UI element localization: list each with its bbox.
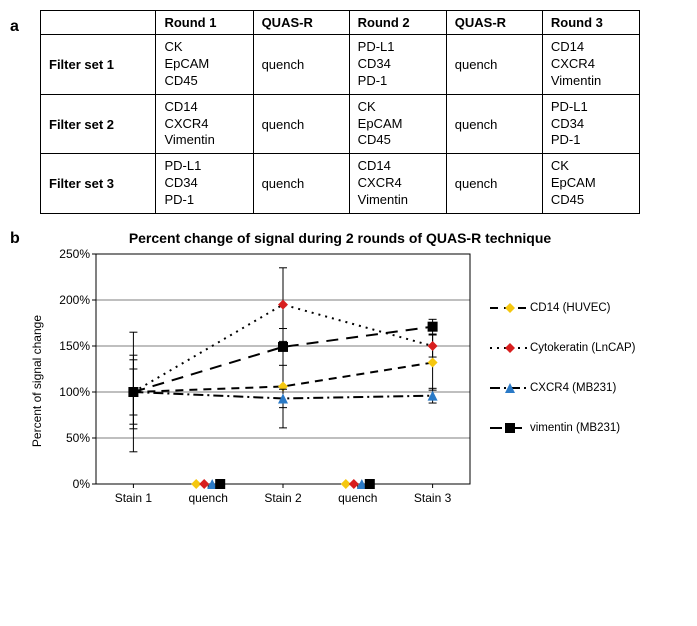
quasr-cell: quench (253, 35, 349, 95)
round3-cell: PD-L1CD34PD-1 (542, 94, 639, 154)
quasr-cell: quench (253, 94, 349, 154)
quasr-cell: quench (446, 154, 542, 214)
col-header: Round 2 (349, 11, 446, 35)
table-row: Filter set 1CKEpCAMCD45quenchPD-L1CD34PD… (41, 35, 640, 95)
round3-cell: CD14CXCR4Vimentin (542, 35, 639, 95)
svg-text:quench: quench (338, 491, 377, 505)
row-head: Filter set 3 (41, 154, 156, 214)
filter-table: Round 1QUAS-RRound 2QUAS-RRound 3 Filter… (40, 10, 640, 214)
round1-cell: CD14CXCR4Vimentin (156, 94, 253, 154)
svg-text:0%: 0% (73, 477, 91, 491)
legend-item: CD14 (HUVEC) (490, 301, 635, 315)
y-axis-label: Percent of signal change (30, 315, 44, 447)
round2-cell: CKEpCAMCD45 (349, 94, 446, 154)
line-chart: 0% 50% 100% 150% 200% 250% Stain 1 quench Stain … (48, 246, 478, 516)
round1-cell: PD-L1CD34PD-1 (156, 154, 253, 214)
quasr-cell: quench (446, 94, 542, 154)
panel-a-label: a (10, 18, 19, 36)
svg-text:Stain 2: Stain 2 (264, 491, 302, 505)
col-header: QUAS-R (253, 11, 349, 35)
round1-cell: CKEpCAMCD45 (156, 35, 253, 95)
legend-label: Cytokeratin (LnCAP) (530, 342, 635, 354)
col-header (41, 11, 156, 35)
legend-item: Cytokeratin (LnCAP) (490, 341, 635, 355)
row-head: Filter set 2 (41, 94, 156, 154)
table-row: Filter set 3PD-L1CD34PD-1quenchCD14CXCR4… (41, 154, 640, 214)
panel-b: b Percent change of signal during 2 roun… (10, 230, 687, 516)
col-header: QUAS-R (446, 11, 542, 35)
svg-text:Stain 3: Stain 3 (414, 491, 452, 505)
legend-label: CD14 (HUVEC) (530, 302, 611, 314)
svg-text:200%: 200% (59, 293, 90, 307)
col-header: Round 3 (542, 11, 639, 35)
quasr-cell: quench (446, 35, 542, 95)
round2-cell: CD14CXCR4Vimentin (349, 154, 446, 214)
quasr-cell: quench (253, 154, 349, 214)
legend-item: vimentin (MB231) (490, 421, 635, 435)
svg-text:50%: 50% (66, 431, 90, 445)
svg-text:150%: 150% (59, 339, 90, 353)
svg-text:100%: 100% (59, 385, 90, 399)
svg-text:250%: 250% (59, 247, 90, 261)
legend: CD14 (HUVEC) Cytokeratin (LnCAP) CXCR4 (MB… (490, 301, 635, 461)
legend-label: vimentin (MB231) (530, 422, 620, 434)
panel-a: a Round 1QUAS-RRound 2QUAS-RRound 3 Filt… (10, 10, 687, 214)
svg-text:quench: quench (189, 491, 228, 505)
panel-b-label: b (10, 230, 20, 248)
row-head: Filter set 1 (41, 35, 156, 95)
col-header: Round 1 (156, 11, 253, 35)
table-row: Filter set 2CD14CXCR4VimentinquenchCKEpC… (41, 94, 640, 154)
legend-item: CXCR4 (MB231) (490, 381, 635, 395)
round3-cell: CKEpCAMCD45 (542, 154, 639, 214)
chart-title: Percent change of signal during 2 rounds… (70, 230, 610, 246)
round2-cell: PD-L1CD34PD-1 (349, 35, 446, 95)
legend-label: CXCR4 (MB231) (530, 382, 616, 394)
svg-text:Stain 1: Stain 1 (115, 491, 153, 505)
